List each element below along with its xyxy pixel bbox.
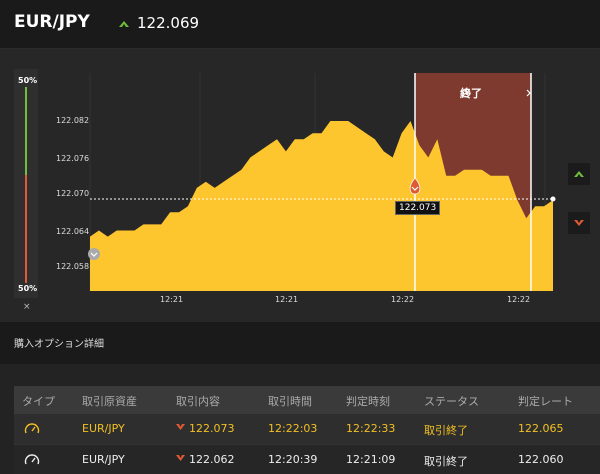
- column-header: 判定レート: [518, 395, 573, 408]
- asset-cell: EUR/JPY: [82, 422, 125, 435]
- x-tick: 12:22: [507, 295, 531, 304]
- column-header: ステータス: [424, 395, 479, 408]
- gauge-red-bar: [25, 175, 27, 283]
- expired-label: 終了: [460, 87, 482, 100]
- content-cell: 122.062: [176, 453, 235, 466]
- y-tick: 122.070: [56, 189, 90, 198]
- judge-time-cell: 12:22:33: [346, 422, 396, 435]
- rate-cell: 122.060: [518, 453, 564, 466]
- asset-cell: EUR/JPY: [82, 453, 125, 466]
- sentiment-gauge: 50% 50% ×: [14, 69, 38, 312]
- close-icon[interactable]: ×: [23, 302, 31, 312]
- up-arrow-icon: [574, 171, 584, 177]
- down-arrow-icon: [176, 424, 185, 430]
- column-header: 取引原資産: [82, 395, 137, 408]
- start-marker-icon: [88, 248, 100, 260]
- column-header: 取引時間: [268, 395, 312, 408]
- down-arrow-icon: [176, 455, 185, 461]
- x-tick: 12:22: [391, 295, 415, 304]
- options-table: タイプ 取引原資産 取引内容 取引時間 判定時刻 ステータス 判定レート EUR…: [14, 386, 600, 474]
- price-chart: [88, 73, 556, 291]
- timer-icon: [24, 454, 40, 465]
- content-cell: 122.073: [176, 422, 235, 435]
- option-details-header: 購入オプション詳細: [0, 322, 600, 364]
- x-tick: 12:21: [160, 295, 184, 304]
- y-tick: 122.058: [56, 262, 90, 271]
- table-row[interactable]: EUR/JPY 122.062 12:20:39 12:21:09 取引終了 1…: [14, 444, 600, 474]
- gauge-top-percent: 50%: [18, 76, 38, 85]
- currency-pair: EUR/JPY: [14, 12, 90, 32]
- high-button[interactable]: [568, 163, 590, 185]
- table-row[interactable]: EUR/JPY 122.073 12:22:03 12:22:33 取引終了 1…: [14, 414, 600, 444]
- time-cell: 12:22:03: [268, 422, 318, 435]
- column-header: タイプ: [22, 395, 55, 408]
- time-cell: 12:20:39: [268, 453, 318, 466]
- rate-cell: 122.065: [518, 422, 564, 435]
- gauge-green-bar: [25, 87, 27, 175]
- column-header: 判定時刻: [346, 395, 390, 408]
- current-price: 122.069: [137, 14, 200, 32]
- header: EUR/JPY 122.069: [0, 0, 600, 49]
- entry-marker-icon: [409, 177, 421, 195]
- down-arrow-icon: [574, 220, 584, 226]
- chevron-right-icon: [526, 89, 531, 97]
- column-header: 取引内容: [176, 395, 220, 408]
- y-tick: 122.064: [56, 227, 90, 236]
- current-rate-dot: [550, 196, 556, 202]
- judge-time-cell: 12:21:09: [346, 453, 396, 466]
- y-tick: 122.082: [56, 116, 90, 125]
- chart-area[interactable]: 50% 50% × 122.082 122.076 122: [0, 49, 600, 322]
- table-header: タイプ 取引原資産 取引内容 取引時間 判定時刻 ステータス 判定レート: [14, 386, 600, 414]
- low-button[interactable]: [568, 212, 590, 234]
- timer-icon: [24, 423, 40, 434]
- history-icon: [461, 88, 471, 98]
- status-cell: 取引終了: [424, 424, 468, 437]
- x-tick: 12:21: [275, 295, 299, 304]
- status-cell: 取引終了: [424, 455, 468, 468]
- price-area: [90, 121, 553, 291]
- y-tick: 122.076: [56, 154, 90, 163]
- rate-tooltip: 122.073: [395, 201, 441, 215]
- up-arrow-icon: [119, 21, 129, 27]
- gauge-bottom-percent: 50%: [18, 284, 38, 293]
- details-title: 購入オプション詳細: [14, 339, 104, 350]
